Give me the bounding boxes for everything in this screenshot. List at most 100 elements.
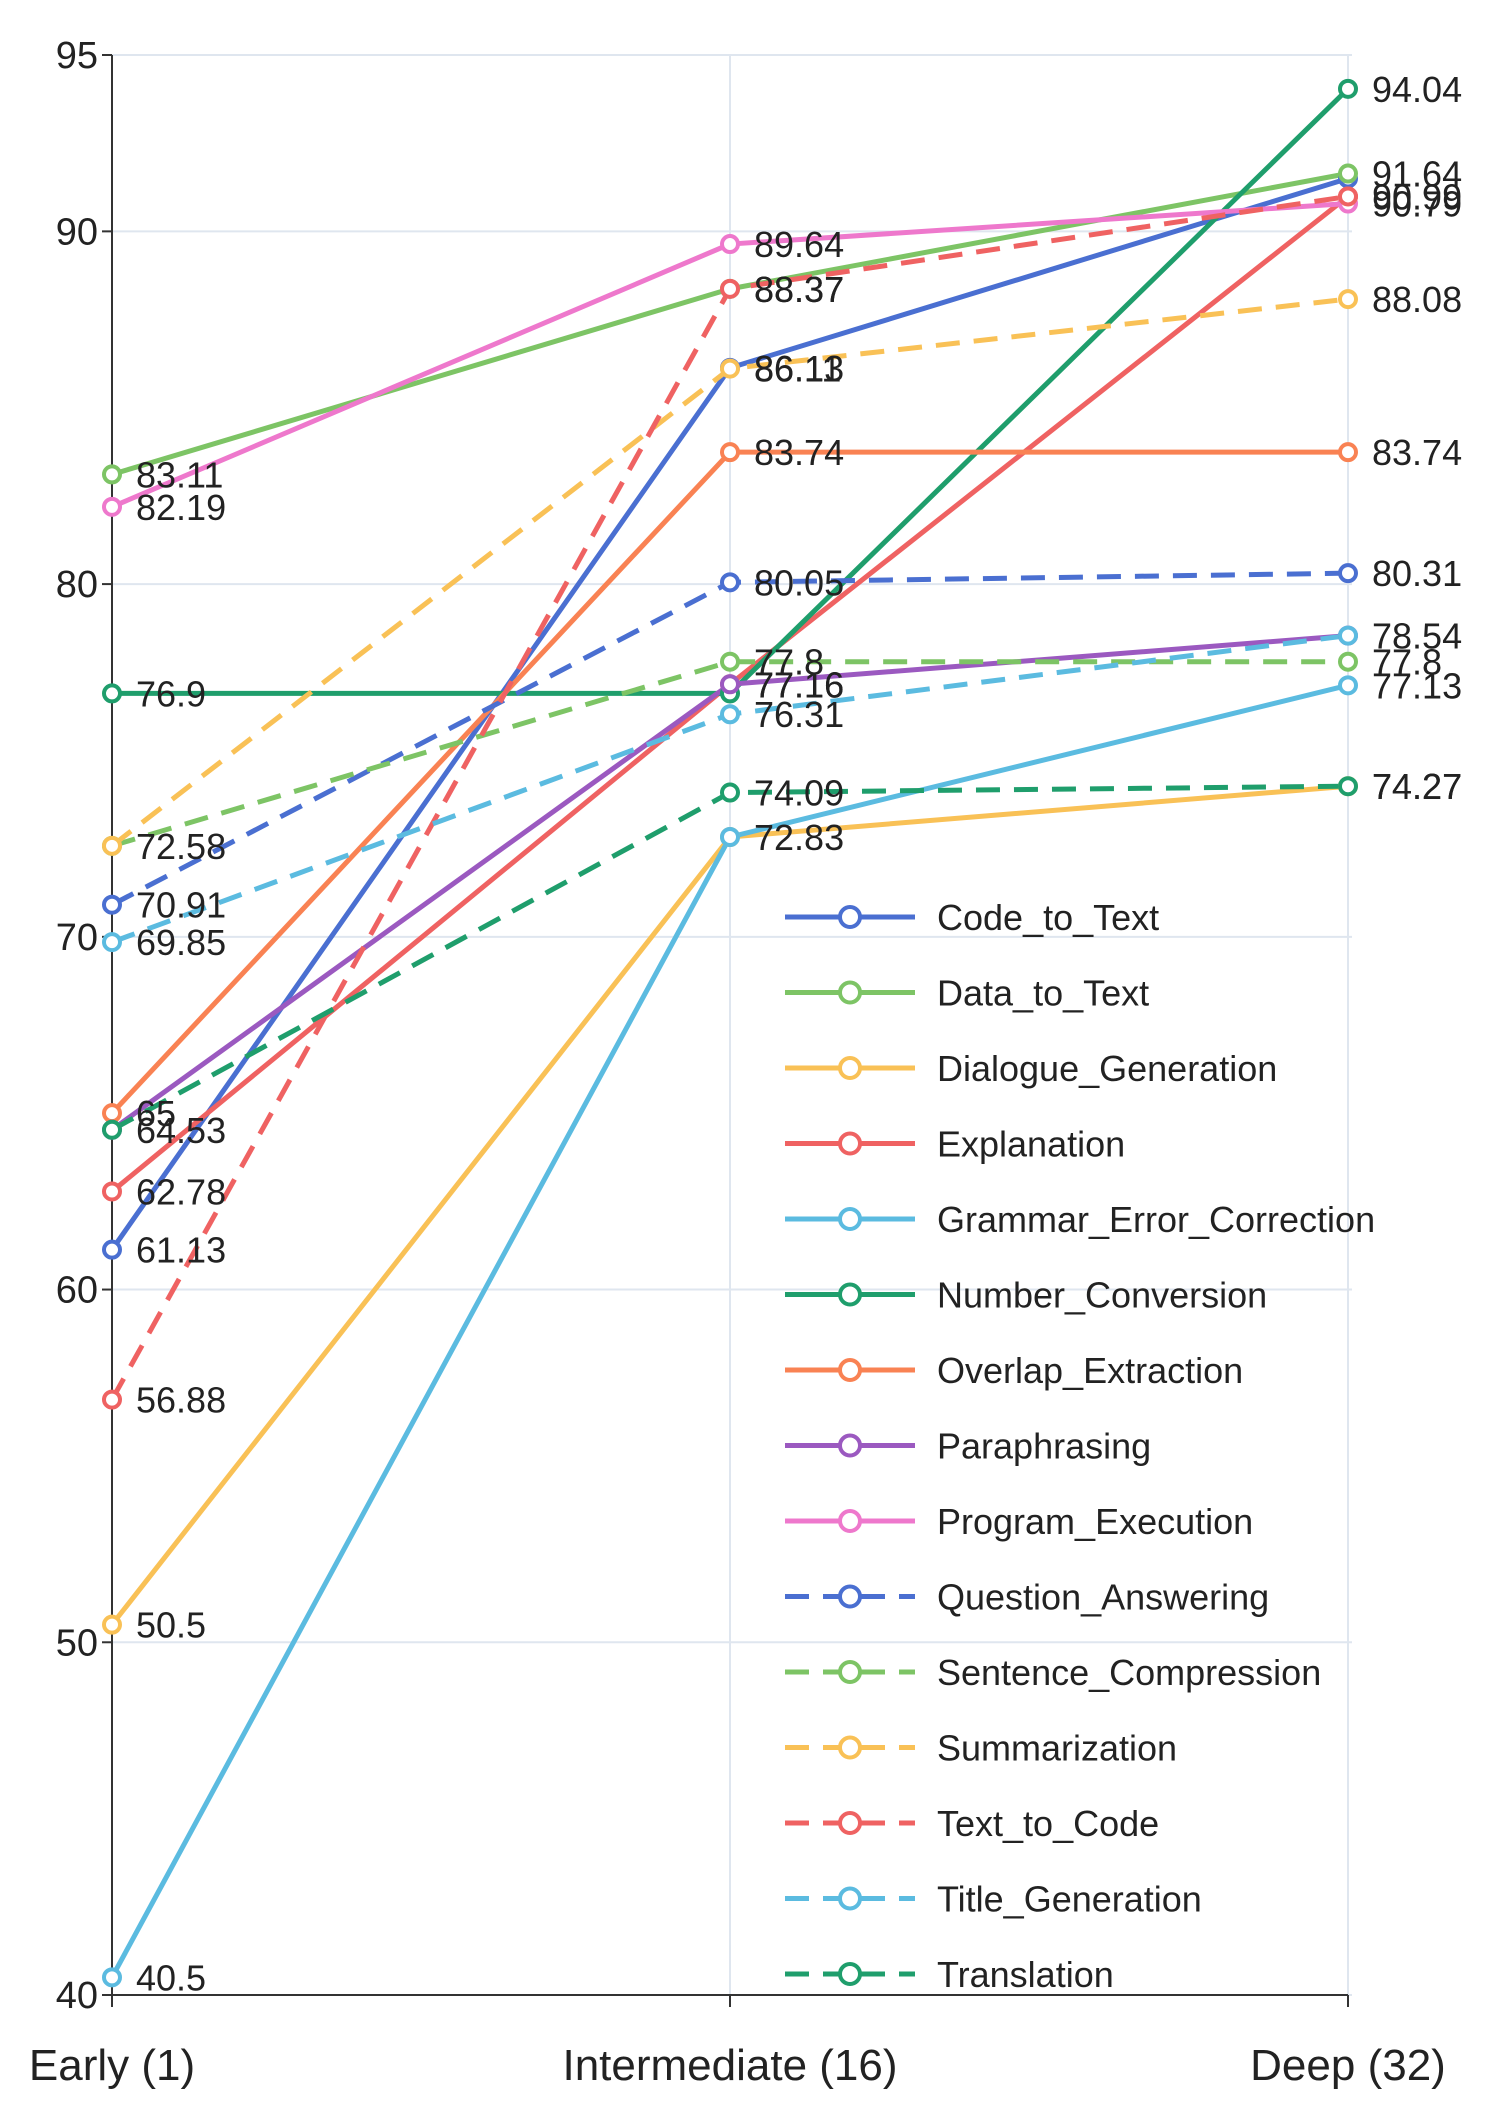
legend-marker-grammar-error-correction (838, 1207, 862, 1231)
data-label-paraphrasing: 77.16 (754, 664, 844, 705)
data-label-question-answering: 70.91 (136, 885, 226, 926)
data-point-data-to-text (102, 464, 122, 485)
data-label-summarization: 72.58 (136, 826, 226, 867)
legend-marker-text-to-code (838, 1811, 862, 1835)
legend-label-code-to-text: Code_to_Text (937, 897, 1159, 938)
legend-marker-paraphrasing (838, 1433, 862, 1458)
legend-item-dialogue-generation: Dialogue_Generation (785, 1048, 1277, 1089)
legend-item-text-to-code: Text_to_Code (785, 1803, 1159, 1844)
legend-marker-explanation (838, 1131, 862, 1156)
legend-marker-title-generation (838, 1886, 862, 1911)
data-point-translation (720, 782, 740, 803)
y-tick-label: 70 (56, 917, 98, 959)
legend-label-dialogue-generation: Dialogue_Generation (937, 1048, 1277, 1089)
legend-item-summarization: Summarization (785, 1728, 1177, 1769)
legend-label-title-generation: Title_Generation (937, 1879, 1202, 1920)
data-label-data-to-text: 88.37 (754, 269, 844, 310)
data-label-text-to-code: 88.37 (754, 269, 844, 310)
data-label-translation: 74.09 (754, 773, 844, 814)
data-point-sentence-compression (720, 651, 740, 672)
legend-item-title-generation: Title_Generation (785, 1879, 1202, 1920)
legend-marker-data-to-text (838, 980, 862, 1005)
legend-label-explanation: Explanation (937, 1124, 1125, 1165)
data-point-number-conversion (1338, 78, 1358, 99)
legend-label-sentence-compression: Sentence_Compression (937, 1652, 1321, 1693)
legend-item-paraphrasing: Paraphrasing (785, 1426, 1151, 1467)
data-label-program-execution: 90.79 (1372, 183, 1462, 224)
data-point-number-conversion (102, 683, 122, 704)
grid (111, 54, 1352, 1996)
data-point-data-to-text (1338, 163, 1358, 184)
y-tick-label: 90 (56, 211, 98, 253)
data-label-paraphrasing: 78.54 (1372, 616, 1462, 657)
legend-label-summarization: Summarization (937, 1728, 1177, 1769)
data-point-overlap-extraction (720, 442, 740, 463)
data-label-question-answering: 80.31 (1372, 553, 1462, 594)
legend-item-explanation: Explanation (785, 1124, 1125, 1165)
y-tick-label: 50 (56, 1622, 98, 1664)
data-label-number-conversion: 94.04 (1372, 69, 1462, 110)
data-label-overlap-extraction: 65 (136, 1093, 176, 1134)
legend-marker-sentence-compression (838, 1660, 862, 1684)
data-label-data-to-text: 83.11 (136, 454, 223, 495)
data-point-program-execution (102, 496, 122, 517)
legend-item-code-to-text: Code_to_Text (785, 897, 1159, 938)
data-point-text-to-code (720, 278, 740, 299)
data-point-translation (102, 1119, 122, 1140)
legend-label-number-conversion: Number_Conversion (937, 1275, 1267, 1316)
data-point-grammar-error-correction (720, 826, 740, 847)
data-label-title-generation: 69.85 (136, 922, 226, 963)
x-tick-label: Deep (32) (1250, 2041, 1446, 2090)
legend: Code_to_Text Data_to_Text Dialogue_Generat… (785, 897, 1375, 1995)
legend-label-program-execution: Program_Execution (937, 1501, 1253, 1542)
legend-marker-translation (838, 1962, 862, 1986)
data-label-sentence-compression: 77.8 (754, 642, 824, 683)
x-tick-label: Intermediate (16) (562, 2041, 897, 2090)
data-labels: 61.13 86.13 83.11 88.37 91.64 50.5 72.83 74.27 6… (136, 69, 1462, 1999)
data-label-explanation: 77.16 (754, 664, 844, 705)
data-point-title-generation (1338, 625, 1358, 646)
legend-label-grammar-error-correction: Grammar_Error_Correction (937, 1199, 1375, 1240)
data-point-translation (1338, 776, 1358, 797)
legend-marker-summarization (838, 1735, 862, 1760)
legend-marker-program-execution (838, 1509, 862, 1533)
y-tick-label: 60 (56, 1270, 98, 1312)
y-tick-label: 95 (56, 35, 98, 77)
data-point-dialogue-generation (102, 1614, 122, 1635)
data-point-paraphrasing (720, 674, 740, 695)
data-label-explanation: 62.78 (136, 1171, 226, 1212)
data-point-question-answering (102, 894, 122, 915)
y-tick-label: 80 (56, 564, 98, 606)
data-label-program-execution: 89.64 (754, 224, 844, 265)
data-label-overlap-extraction: 83.74 (1372, 432, 1462, 473)
data-point-text-to-code (1338, 186, 1358, 207)
data-label-grammar-error-correction: 40.5 (136, 1957, 206, 1998)
data-label-sentence-compression: 77.8 (1372, 642, 1442, 683)
legend-marker-dialogue-generation (838, 1056, 862, 1080)
legend-item-translation: Translation (785, 1954, 1114, 1995)
legend-marker-number-conversion (838, 1282, 862, 1307)
legend-item-overlap-extraction: Overlap_Extraction (785, 1350, 1243, 1391)
data-point-overlap-extraction (1338, 442, 1358, 463)
legend-marker-overlap-extraction (838, 1358, 862, 1382)
data-label-question-answering: 80.05 (754, 562, 844, 603)
data-label-overlap-extraction: 83.74 (754, 432, 844, 473)
legend-item-data-to-text: Data_to_Text (785, 973, 1149, 1014)
data-point-summarization (102, 835, 122, 856)
data-label-paraphrasing: 64.53 (136, 1110, 226, 1151)
legend-item-question-answering: Question_Answering (785, 1577, 1269, 1618)
data-label-text-to-code: 56.88 (136, 1380, 226, 1421)
legend-label-overlap-extraction: Overlap_Extraction (937, 1350, 1243, 1391)
data-point-summarization (1338, 289, 1358, 310)
data-point-program-execution (720, 234, 740, 255)
data-label-translation: 74.27 (1372, 766, 1462, 807)
data-label-summarization: 88.08 (1372, 279, 1462, 320)
data-label-number-conversion: 76.9 (136, 673, 206, 714)
legend-item-number-conversion: Number_Conversion (785, 1275, 1267, 1316)
data-label-explanation: 90.99 (1372, 176, 1462, 217)
data-point-question-answering (1338, 563, 1358, 584)
data-label-program-execution: 82.19 (136, 487, 226, 528)
legend-marker-question-answering (838, 1584, 862, 1609)
data-label-code-to-text: 61.13 (136, 1230, 226, 1271)
data-point-title-generation (720, 704, 740, 725)
